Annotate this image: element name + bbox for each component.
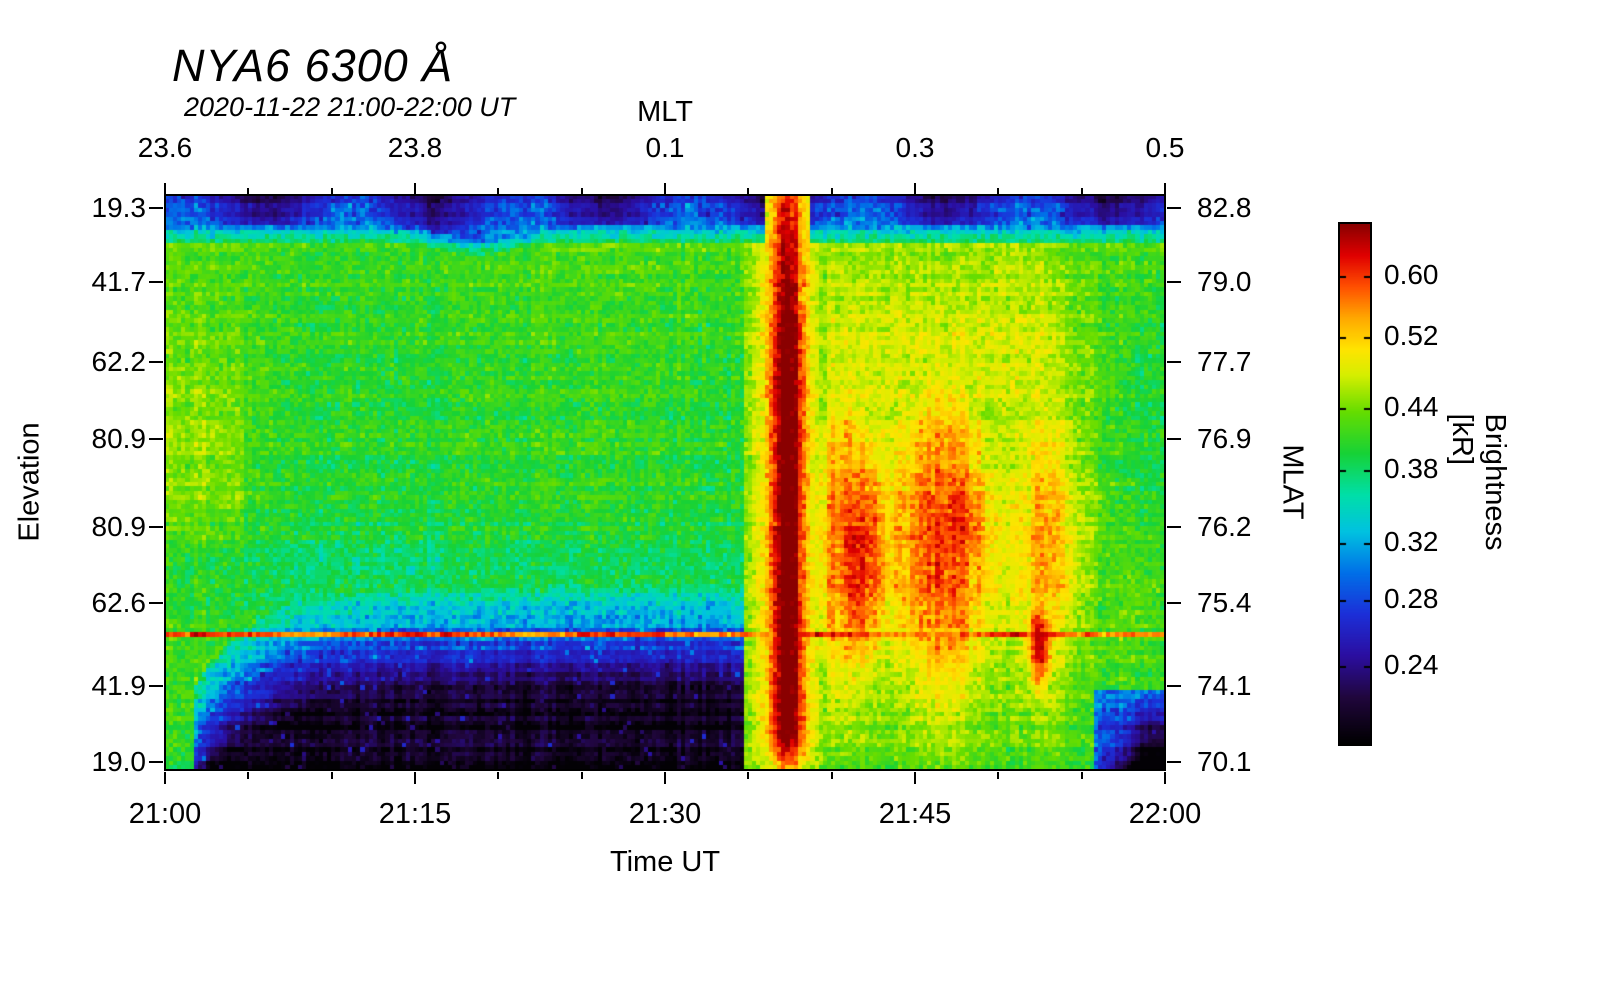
- colorbar-tick-label: 0.60: [1384, 259, 1439, 291]
- axis-minor-tick: [247, 188, 250, 195]
- axis-minor-tick: [497, 188, 500, 195]
- axis-minor-tick: [747, 188, 750, 195]
- right-tick-label: 76.2: [1197, 510, 1252, 542]
- axis-tick: [664, 183, 666, 195]
- axis-tick: [414, 772, 416, 784]
- axis-tick: [1164, 183, 1166, 195]
- left-tick-label: 80.9: [91, 423, 147, 455]
- axis-minor-tick: [1080, 772, 1083, 779]
- left-tick-label: 62.2: [91, 345, 147, 377]
- x-tick-label: 21:30: [628, 798, 702, 830]
- axis-tick: [1167, 360, 1181, 363]
- axis-tick: [149, 206, 163, 209]
- left-tick-label: 62.6: [91, 587, 147, 619]
- axis-tick: [149, 685, 163, 688]
- axis-minor-tick: [247, 772, 250, 779]
- left-tick-label: 19.0: [91, 745, 147, 777]
- colorbar-tick-label: 0.24: [1384, 648, 1439, 680]
- top-tick-label: 0.5: [1145, 132, 1185, 163]
- top-axis-label: MLT: [637, 96, 693, 128]
- x-axis-label: Time UT: [609, 846, 721, 878]
- axis-tick: [664, 772, 666, 784]
- left-tick-label: 19.3: [91, 191, 147, 223]
- x-tick-label: 21:15: [378, 798, 452, 830]
- top-tick-label: 23.6: [137, 132, 193, 163]
- x-tick-label: 21:00: [128, 798, 202, 830]
- chart-subtitle: 2020-11-22 21:00-22:00 UT: [184, 92, 516, 122]
- axis-tick: [1167, 760, 1181, 763]
- colorbar-label: Brightness [kR]: [1446, 413, 1511, 551]
- axis-tick: [149, 438, 163, 441]
- axis-tick: [149, 602, 163, 605]
- right-tick-label: 74.1: [1197, 670, 1252, 702]
- axis-tick: [164, 183, 166, 195]
- right-tick-label: 76.9: [1197, 423, 1252, 455]
- left-tick-label: 41.9: [91, 670, 147, 702]
- axis-minor-tick: [997, 188, 1000, 195]
- top-tick-label: 0.1: [645, 132, 685, 163]
- axis-minor-tick: [1080, 188, 1083, 195]
- axis-minor-tick: [330, 772, 333, 779]
- axis-tick: [914, 183, 916, 195]
- right-tick-label: 75.4: [1197, 587, 1252, 619]
- axis-tick: [1164, 772, 1166, 784]
- colorbar-tick-label: 0.38: [1384, 453, 1439, 485]
- axis-tick: [164, 772, 166, 784]
- axis-tick: [149, 281, 163, 284]
- left-axis-label: Elevation: [13, 422, 46, 542]
- right-tick-label: 79.0: [1197, 266, 1252, 298]
- right-tick-label: 82.8: [1197, 191, 1252, 223]
- axis-tick: [1167, 206, 1181, 209]
- colorbar-tick-label: 0.44: [1384, 390, 1439, 422]
- axis-tick: [914, 772, 916, 784]
- x-tick-label: 22:00: [1128, 798, 1202, 830]
- axis-tick: [1167, 281, 1181, 284]
- x-tick-label: 21:45: [878, 798, 952, 830]
- colorbar-tick-label: 0.28: [1384, 583, 1439, 615]
- right-tick-label: 70.1: [1197, 745, 1252, 777]
- axis-tick: [1167, 525, 1181, 528]
- axis-minor-tick: [830, 772, 833, 779]
- axis-tick: [1167, 685, 1181, 688]
- plot-frame: [164, 194, 1166, 771]
- axis-tick: [149, 760, 163, 763]
- axis-tick: [1167, 438, 1181, 441]
- axis-minor-tick: [997, 772, 1000, 779]
- axis-minor-tick: [747, 772, 750, 779]
- left-tick-label: 80.9: [91, 510, 147, 542]
- colorbar-canvas: [1338, 222, 1372, 746]
- right-axis-label: MLAT: [1276, 444, 1309, 520]
- axis-minor-tick: [330, 188, 333, 195]
- colorbar-tick-label: 0.52: [1384, 319, 1439, 351]
- right-tick-label: 77.7: [1197, 345, 1252, 377]
- axis-tick: [149, 360, 163, 363]
- colorbar-tick-label: 0.32: [1384, 526, 1439, 558]
- axis-tick: [149, 525, 163, 528]
- chart-title: NYA6 6300 Å: [172, 40, 454, 91]
- axis-tick: [1167, 602, 1181, 605]
- top-tick-label: 0.3: [895, 132, 935, 163]
- axis-minor-tick: [830, 188, 833, 195]
- axis-tick: [414, 183, 416, 195]
- axis-minor-tick: [580, 772, 583, 779]
- top-tick-label: 23.8: [387, 132, 443, 163]
- axis-minor-tick: [580, 188, 583, 195]
- left-tick-label: 41.7: [91, 266, 147, 298]
- heatmap-canvas: [165, 195, 1165, 770]
- axis-minor-tick: [497, 772, 500, 779]
